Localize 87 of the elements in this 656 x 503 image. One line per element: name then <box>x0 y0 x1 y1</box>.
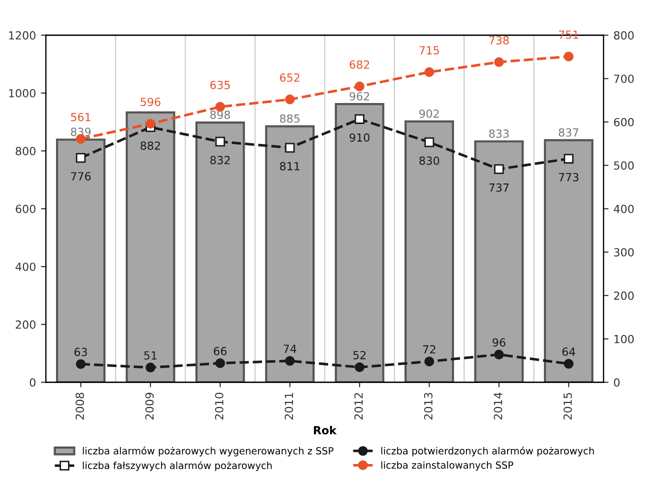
data-label: 52 <box>353 350 366 360</box>
point <box>215 358 226 368</box>
data-label: 682 <box>350 60 370 69</box>
data-label: 776 <box>71 172 91 181</box>
data-label: 66 <box>214 346 227 356</box>
bar <box>404 120 454 382</box>
data-label: 715 <box>420 46 439 54</box>
y-tick-label: 1200 <box>9 31 36 40</box>
data-label: 74 <box>284 344 296 353</box>
y-tick-label: 600 <box>16 204 36 214</box>
data-label: 902 <box>419 109 439 118</box>
x-tick-label: 2014 <box>494 392 502 420</box>
x-tick-label: 2013 <box>424 392 432 420</box>
point <box>564 358 574 369</box>
data-label: 96 <box>492 338 506 347</box>
point <box>494 57 504 67</box>
y2-tick-label: 200 <box>614 291 634 300</box>
point <box>285 356 295 366</box>
point <box>494 350 504 360</box>
point <box>215 136 226 147</box>
data-label: 63 <box>74 348 87 356</box>
data-label: 882 <box>140 141 160 150</box>
y-tick-label: 200 <box>16 320 36 329</box>
data-label: 885 <box>280 114 300 123</box>
point <box>76 152 86 163</box>
data-label: 737 <box>489 183 509 192</box>
bar <box>334 103 384 382</box>
point <box>354 362 364 372</box>
x-tick-label: 2012 <box>354 393 363 420</box>
bar <box>56 138 106 382</box>
point <box>564 52 574 62</box>
y-tick-label: 1000 <box>9 89 36 98</box>
y2-tick-label: 100 <box>614 334 634 344</box>
legend-label: liczba alarmów pożarowych wygenerowanych z SSP <box>82 446 334 456</box>
data-label: 962 <box>350 92 370 101</box>
bar <box>126 111 176 382</box>
bar <box>474 140 524 382</box>
data-label: 910 <box>350 133 370 142</box>
legend-label: liczba potwierdzonych alarmów pożarowych <box>381 446 594 456</box>
point <box>76 359 86 369</box>
data-label: 811 <box>280 162 300 170</box>
x-tick-label: 2011 <box>284 393 294 420</box>
data-label: 64 <box>562 347 576 356</box>
legend-label: liczba fałszywych alarmów pożarowych <box>82 461 272 472</box>
y2-tick-label: 300 <box>614 248 634 257</box>
x-tick-label: 2009 <box>145 392 154 420</box>
data-label: 51 <box>144 351 157 360</box>
x-tick-label: 2015 <box>563 392 572 420</box>
data-label: 773 <box>558 172 578 182</box>
point <box>564 154 574 164</box>
data-label: 652 <box>280 73 300 82</box>
y2-tick-label: 600 <box>614 118 634 126</box>
x-axis-title: Rok <box>314 426 337 434</box>
y2-tick-label: 700 <box>614 74 634 83</box>
x-tick-label: 2010 <box>214 392 224 420</box>
data-label: 738 <box>489 36 509 44</box>
point <box>354 82 364 92</box>
point <box>424 137 434 148</box>
data-label: 830 <box>419 156 440 165</box>
y-tick-label: 800 <box>16 146 36 156</box>
data-label: 898 <box>210 110 230 120</box>
y2-tick-label: 500 <box>614 161 634 170</box>
y-tick-label: 400 <box>16 262 36 271</box>
point <box>424 67 434 77</box>
data-label: 635 <box>210 80 230 90</box>
data-label: 561 <box>71 112 90 122</box>
y2-tick-label: 800 <box>614 31 634 40</box>
y2-tick-label: 0 <box>614 378 620 387</box>
data-label: 833 <box>489 129 509 138</box>
point <box>285 142 295 153</box>
data-label: 837 <box>558 128 578 137</box>
point <box>494 164 504 174</box>
point <box>354 114 364 124</box>
point <box>146 118 156 129</box>
legend-label: liczba zainstalowanych SSP <box>381 461 514 471</box>
bar <box>544 139 594 382</box>
point <box>285 94 295 104</box>
bar <box>265 125 315 382</box>
point <box>424 356 434 366</box>
data-label: 72 <box>423 345 436 354</box>
y2-tick-label: 400 <box>614 204 634 214</box>
y-tick-label: 0 <box>30 378 36 387</box>
point <box>146 362 156 372</box>
bar <box>195 122 245 382</box>
data-label: 596 <box>140 98 160 106</box>
x-tick-label: 2008 <box>76 392 84 420</box>
data-label: 832 <box>210 156 230 164</box>
